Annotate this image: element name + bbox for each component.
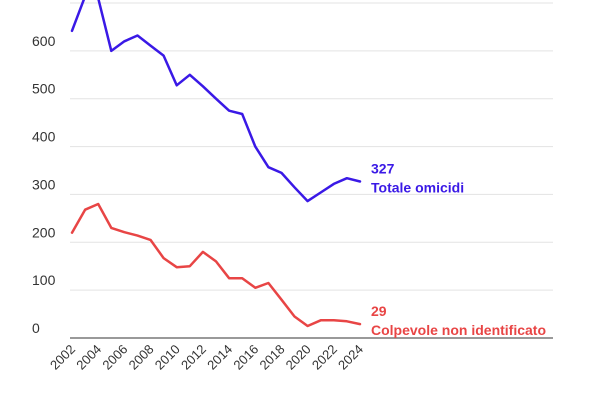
x-tick-label: 2004	[73, 342, 104, 373]
y-tick-label: 100	[32, 272, 56, 288]
x-axis-ticks: 2002200420062008201020122014201620182020…	[47, 342, 366, 373]
series-name-label: Colpevole non identificato	[371, 322, 546, 338]
y-axis-ticks: 0 100 200 300 400 500 600 700	[32, 0, 56, 336]
x-tick-label: 2006	[99, 342, 130, 373]
y-tick-label: 700	[32, 0, 56, 1]
y-tick-label: 0	[32, 320, 40, 336]
y-tick-label: 300	[32, 176, 56, 192]
x-tick-label: 2016	[230, 342, 261, 373]
y-tick-label: 600	[32, 33, 56, 49]
x-tick-label: 2024	[335, 342, 366, 373]
x-tick-label: 2020	[283, 342, 314, 373]
series-line-totale-omicidi	[70, 0, 362, 203]
end-value-label: 327	[371, 161, 395, 177]
series-lines	[70, 0, 362, 328]
y-tick-label: 400	[32, 129, 56, 145]
x-tick-label: 2022	[309, 342, 340, 373]
x-tick-label: 2012	[178, 342, 209, 373]
end-labels: 327 Totale omicidi 29 Colpevole non identif…	[371, 161, 546, 339]
x-tick-label: 2002	[47, 342, 78, 373]
y-tick-label: 200	[32, 224, 56, 240]
series-line-colpevole-non-identificato	[70, 202, 362, 328]
series-name-label: Totale omicidi	[371, 180, 464, 196]
gridlines	[70, 2, 553, 339]
y-tick-label: 500	[32, 81, 56, 97]
x-tick-label: 2014	[204, 342, 235, 373]
x-tick-label: 2018	[257, 342, 288, 373]
x-tick-label: 2010	[152, 342, 183, 373]
x-tick-label: 2008	[126, 342, 157, 373]
end-value-label: 29	[371, 303, 387, 319]
